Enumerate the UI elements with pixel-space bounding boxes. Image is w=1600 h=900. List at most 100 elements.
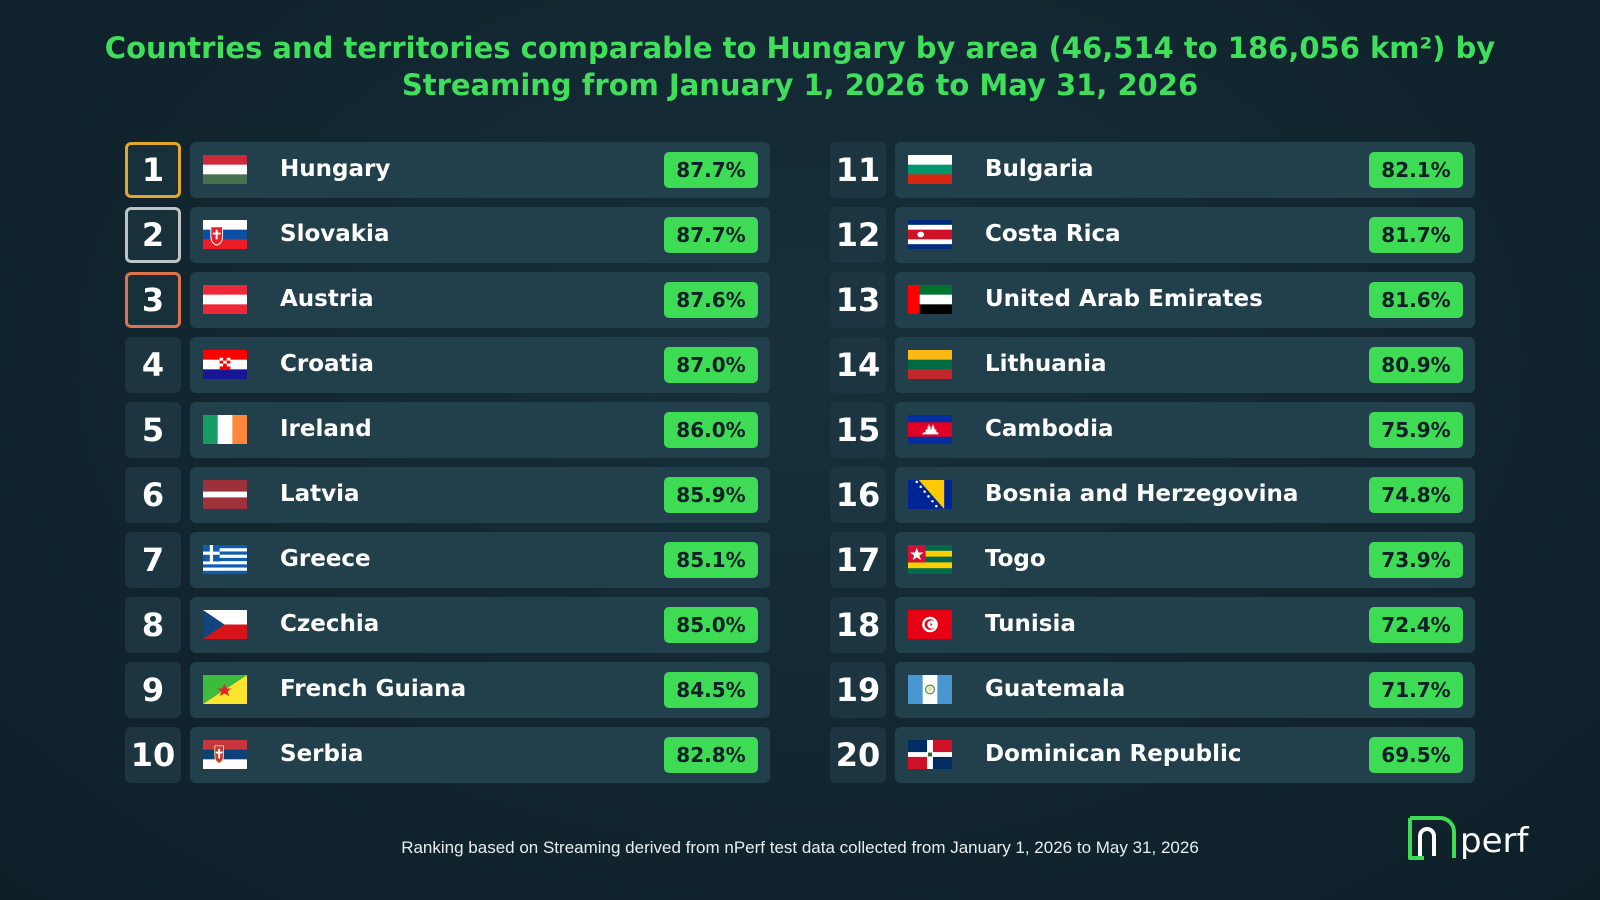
czechia-flag-icon [203, 610, 247, 639]
country-name: Lithuania [985, 351, 1107, 377]
score-badge: 87.6% [664, 282, 758, 318]
country-bar: Guatemala 71.7% [895, 662, 1475, 718]
ranking-row: 18 Tunisia 72.4% [830, 597, 1480, 653]
country-name: Czechia [280, 611, 380, 637]
greece-flag-icon [203, 545, 247, 574]
country-bar: Bosnia and Herzegovina 74.8% [895, 467, 1475, 523]
rank-badge: 20 [830, 727, 886, 783]
ranking-row: 3 Austria 87.6% [125, 272, 775, 328]
ranking-row: 6 Latvia 85.9% [125, 467, 775, 523]
country-name: Guatemala [985, 676, 1126, 702]
uae-flag-icon [908, 285, 952, 314]
score-badge: 71.7% [1369, 672, 1463, 708]
score-badge: 75.9% [1369, 412, 1463, 448]
country-name: Ireland [280, 416, 372, 442]
country-name: Austria [280, 286, 374, 312]
score-badge: 80.9% [1369, 347, 1463, 383]
rank-badge: 5 [125, 402, 181, 458]
country-name: Tunisia [985, 611, 1076, 637]
rank-badge: 1 [125, 142, 181, 198]
country-bar: Lithuania 80.9% [895, 337, 1475, 393]
rank-badge: 15 [830, 402, 886, 458]
country-bar: Czechia 85.0% [190, 597, 770, 653]
country-bar: Ireland 86.0% [190, 402, 770, 458]
ranking-row: 17 Togo 73.9% [830, 532, 1480, 588]
country-name: Cambodia [985, 416, 1114, 442]
country-bar: Bulgaria 82.1% [895, 142, 1475, 198]
country-name: Greece [280, 546, 371, 572]
country-name: Croatia [280, 351, 374, 377]
slovakia-flag-icon [203, 220, 247, 249]
country-bar: Cambodia 75.9% [895, 402, 1475, 458]
rank-badge: 19 [830, 662, 886, 718]
hungary-flag-icon [203, 155, 247, 184]
country-bar: French Guiana 84.5% [190, 662, 770, 718]
ranking-row: 19 Guatemala 71.7% [830, 662, 1480, 718]
country-name: Dominican Republic [985, 741, 1242, 767]
ranking-row: 1 Hungary 87.7% [125, 142, 775, 198]
score-badge: 87.7% [664, 217, 758, 253]
country-name: Costa Rica [985, 221, 1121, 247]
country-name: Togo [985, 546, 1046, 572]
country-name: Latvia [280, 481, 360, 507]
score-badge: 81.7% [1369, 217, 1463, 253]
rank-badge: 18 [830, 597, 886, 653]
country-name: Bulgaria [985, 156, 1094, 182]
tunisia-flag-icon [908, 610, 952, 639]
ranking-row: 16 Bosnia and Herzegovina 74.8% [830, 467, 1480, 523]
country-name: Bosnia and Herzegovina [985, 481, 1299, 507]
rank-badge: 10 [125, 727, 181, 783]
guatemala-flag-icon [908, 675, 952, 704]
rank-badge: 3 [125, 272, 181, 328]
country-bar: Serbia 82.8% [190, 727, 770, 783]
country-bar: Dominican Republic 69.5% [895, 727, 1475, 783]
rank-badge: 6 [125, 467, 181, 523]
svg-text:perf: perf [1460, 821, 1529, 861]
ranking-row: 2 Slovakia 87.7% [125, 207, 775, 263]
country-bar: Tunisia 72.4% [895, 597, 1475, 653]
score-badge: 81.6% [1369, 282, 1463, 318]
rank-badge: 7 [125, 532, 181, 588]
ranking-row: 14 Lithuania 80.9% [830, 337, 1480, 393]
country-bar: Hungary 87.7% [190, 142, 770, 198]
latvia-flag-icon [203, 480, 247, 509]
score-badge: 86.0% [664, 412, 758, 448]
rank-badge: 17 [830, 532, 886, 588]
score-badge: 74.8% [1369, 477, 1463, 513]
bosnia-flag-icon [908, 480, 952, 509]
country-bar: Costa Rica 81.7% [895, 207, 1475, 263]
austria-flag-icon [203, 285, 247, 314]
country-bar: Greece 85.1% [190, 532, 770, 588]
country-name: Serbia [280, 741, 364, 767]
ranking-row: 10 Serbia 82.8% [125, 727, 775, 783]
country-name: Slovakia [280, 221, 390, 247]
ranking-row: 4 Croatia 87.0% [125, 337, 775, 393]
croatia-flag-icon [203, 350, 247, 379]
ranking-column-left: 1 Hungary 87.7% 2 Slovakia 87.7% 3 Austria 87.6%… [125, 142, 775, 792]
footer-note: Ranking based on Streaming derived from … [401, 838, 1199, 857]
country-bar: Slovakia 87.7% [190, 207, 770, 263]
ranking-row: 15 Cambodia 75.9% [830, 402, 1480, 458]
lithuania-flag-icon [908, 350, 952, 379]
score-badge: 85.0% [664, 607, 758, 643]
rank-badge: 4 [125, 337, 181, 393]
score-badge: 87.0% [664, 347, 758, 383]
costa-rica-flag-icon [908, 220, 952, 249]
rank-badge: 9 [125, 662, 181, 718]
score-badge: 87.7% [664, 152, 758, 188]
rank-badge: 12 [830, 207, 886, 263]
nperf-logo: perf [1408, 816, 1529, 861]
togo-flag-icon [908, 545, 952, 574]
ranking-row: 7 Greece 85.1% [125, 532, 775, 588]
ranking-column-right: 11 Bulgaria 82.1% 12 Costa Rica 81.7% 13 United… [830, 142, 1480, 792]
score-badge: 82.1% [1369, 152, 1463, 188]
ranking-row: 8 Czechia 85.0% [125, 597, 775, 653]
country-bar: Togo 73.9% [895, 532, 1475, 588]
ranking-row: 5 Ireland 86.0% [125, 402, 775, 458]
score-badge: 84.5% [664, 672, 758, 708]
ranking-row: 13 United Arab Emirates 81.6% [830, 272, 1480, 328]
country-bar: United Arab Emirates 81.6% [895, 272, 1475, 328]
country-name: French Guiana [280, 676, 467, 702]
score-badge: 72.4% [1369, 607, 1463, 643]
ranking-row: 9 French Guiana 84.5% [125, 662, 775, 718]
